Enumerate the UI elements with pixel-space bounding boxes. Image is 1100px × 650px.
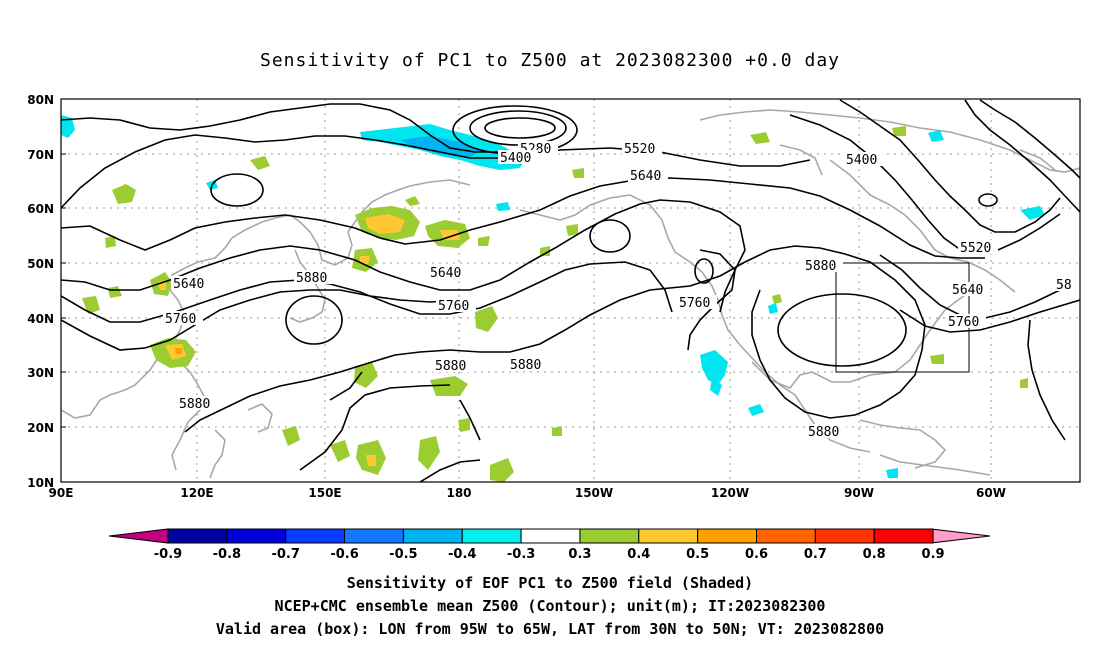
- lat-tick-label: 20N: [27, 421, 54, 435]
- colorbar-bin: [756, 528, 816, 544]
- lat-tick-label: 60N: [27, 202, 54, 216]
- colorbar-bin: [167, 528, 228, 544]
- contour-label: 5640: [173, 277, 204, 292]
- colorbar-tick-label: -0.6: [330, 547, 358, 562]
- caption-shading: Sensitivity of EOF PC1 to Z500 field (Sh…: [346, 574, 754, 592]
- colorbar-tick-label: -0.9: [154, 547, 182, 562]
- colorbar-tick-label: -0.5: [389, 547, 417, 562]
- lat-axis: 80N 70N 60N 50N 40N 30N 20N 10N: [27, 93, 66, 490]
- contour-label: 5640: [630, 169, 661, 184]
- colorbar-high-arrow: [930, 528, 991, 544]
- map-border: [60, 98, 1081, 483]
- map-title: Sensitivity of PC1 to Z500 at 2023082300…: [259, 50, 840, 71]
- caption-contour: NCEP+CMC ensemble mean Z500 (Contour); u…: [274, 597, 826, 615]
- colorbar-tick-label: 0.9: [922, 547, 945, 562]
- colorbar-tick-label: 0.4: [627, 547, 650, 562]
- contour-label: 5880: [808, 425, 839, 440]
- contour-label: 5520: [624, 142, 655, 157]
- contour-label: 5880: [435, 359, 466, 374]
- lon-tick-label: 120E: [180, 486, 213, 500]
- colorbar-tick-label: -0.7: [271, 547, 299, 562]
- lon-tick-label: 90E: [49, 486, 74, 500]
- colorbar-bin: [520, 528, 581, 544]
- contour-labels: 5280 5400 5520 5640 5400 5520 5640 5880 …: [163, 141, 1080, 440]
- colorbar-bin: [697, 528, 758, 544]
- colorbar: -0.9 -0.8 -0.7 -0.6 -0.5 -0.4 -0.3 0.3 0.4 0.5 0.6…: [108, 528, 991, 562]
- colorbar-low-arrow: [108, 528, 169, 544]
- lon-tick-label: 180: [446, 486, 471, 500]
- colorbar-bin: [873, 528, 934, 544]
- contour-label: 5880: [805, 259, 836, 274]
- lat-tick-label: 70N: [27, 148, 54, 162]
- colorbar-tick-label: 0.7: [804, 547, 827, 562]
- colorbar-tick-label: 0.8: [863, 547, 886, 562]
- colorbar-bin: [814, 528, 875, 544]
- contour-label: 5400: [846, 153, 877, 168]
- lon-tick-label: 150W: [575, 486, 613, 500]
- colorbar-tick-label: 0.5: [686, 547, 709, 562]
- contour-label: 58: [1056, 278, 1072, 293]
- caption-valid-area: Valid area (box): LON from 95W to 65W, L…: [215, 620, 885, 638]
- contour-label: 5760: [165, 312, 196, 327]
- colorbar-bin: [344, 528, 404, 544]
- colorbar-tick-label: -0.4: [448, 547, 476, 562]
- colorbar-bin: [226, 528, 287, 544]
- colorbar-bin: [285, 528, 346, 544]
- contour-label: 5760: [438, 299, 469, 314]
- colorbar-bin: [579, 528, 640, 544]
- contour-label: 5760: [679, 296, 710, 311]
- lon-tick-label: 60W: [976, 486, 1006, 500]
- map-area: [61, 99, 1080, 482]
- colorbar-bin: [638, 528, 699, 544]
- contour-label: 5520: [960, 241, 991, 256]
- lat-tick-label: 10N: [27, 476, 54, 490]
- lat-tick-label: 30N: [27, 366, 54, 380]
- lon-axis: 90E 120E 150E 180 150W 120W 90W 60W: [49, 486, 1006, 500]
- lon-tick-label: 120W: [711, 486, 749, 500]
- contour-label: 5880: [179, 397, 210, 412]
- contour-label: 5640: [430, 266, 461, 281]
- coastlines: [61, 109, 1080, 479]
- colorbar-bin: [402, 528, 463, 544]
- lon-tick-label: 150E: [308, 486, 341, 500]
- contour-label: 5400: [500, 151, 531, 166]
- lon-tick-label: 90W: [844, 486, 874, 500]
- contour-label: 5880: [510, 358, 541, 373]
- lat-tick-label: 80N: [27, 93, 54, 107]
- colorbar-tick-label: 0.6: [745, 547, 768, 562]
- colorbar-tick-label: -0.3: [507, 547, 535, 562]
- lat-tick-label: 50N: [27, 257, 54, 271]
- colorbar-tick-label: -0.8: [213, 547, 241, 562]
- colorbar-tick-label: 0.3: [568, 547, 591, 562]
- lat-tick-label: 40N: [27, 312, 54, 326]
- contour-label: 5760: [948, 315, 979, 330]
- colorbar-bin: [461, 528, 522, 544]
- contour-label: 5640: [952, 283, 983, 298]
- contour-label: 5880: [296, 271, 327, 286]
